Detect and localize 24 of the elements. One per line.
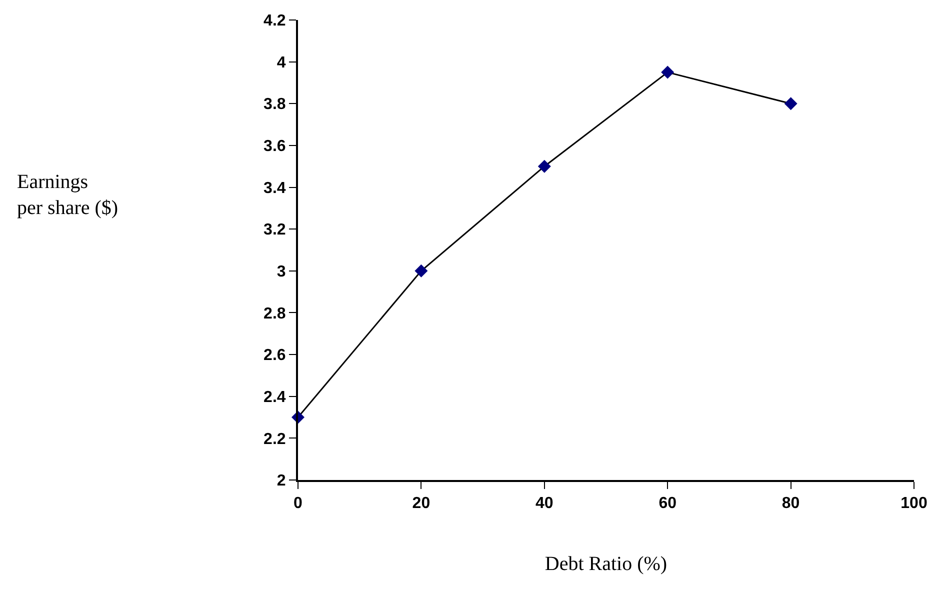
x-tick-label: 40 bbox=[536, 495, 554, 512]
y-tick-label: 3.4 bbox=[264, 180, 286, 197]
x-tick-label: 20 bbox=[412, 495, 430, 512]
y-tick-label: 4 bbox=[276, 54, 286, 72]
point bbox=[538, 160, 551, 173]
y-tick-label: 3.2 bbox=[264, 222, 286, 239]
y-tick-label: 2.6 bbox=[264, 347, 286, 364]
point bbox=[414, 264, 428, 278]
x-tick-label: 100 bbox=[900, 495, 928, 512]
text: Earnings per share ($) bbox=[17, 171, 118, 219]
y-tick-label: 3.8 bbox=[264, 96, 286, 114]
x-tick-label: 60 bbox=[658, 495, 677, 512]
point bbox=[784, 97, 798, 110]
x-axis-title: Debt Ratio (%) bbox=[544, 553, 668, 576]
y-tick-label: 3 bbox=[276, 264, 286, 281]
x-tick-label: 0 bbox=[294, 495, 303, 512]
y-tick-label: 2.2 bbox=[264, 430, 286, 448]
y-tick-label: 2.8 bbox=[264, 305, 286, 322]
x-tick-label: 80 bbox=[782, 495, 800, 512]
y-tick-label: 3.6 bbox=[264, 138, 286, 156]
y-tick-label: 4.2 bbox=[264, 12, 286, 30]
point bbox=[661, 66, 674, 79]
y-tick-label: 2.4 bbox=[264, 388, 286, 406]
y-tick-label: 2 bbox=[276, 472, 286, 490]
